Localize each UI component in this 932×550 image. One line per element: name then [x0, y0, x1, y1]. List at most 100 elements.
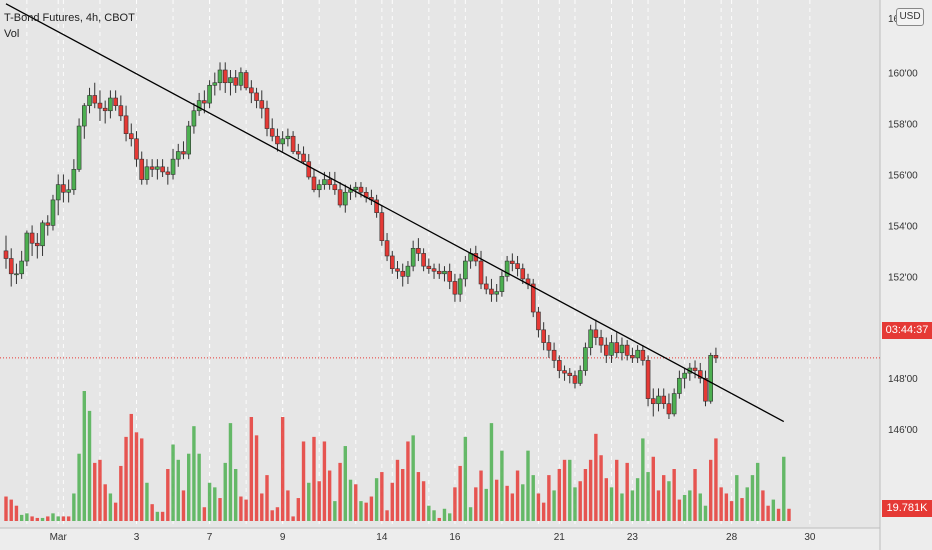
volume-bar	[338, 462, 342, 521]
volume-bar	[265, 475, 269, 521]
candle-body	[3, 250, 9, 259]
time-tick-label: Mar	[50, 532, 68, 543]
candle-body	[483, 283, 489, 290]
candle-body	[572, 375, 578, 384]
candle-body	[630, 355, 635, 359]
volume-bar	[583, 469, 588, 521]
volume-bar	[682, 495, 687, 521]
volume-bar	[312, 436, 316, 521]
volume-bar	[385, 510, 389, 521]
volume-bar	[30, 516, 34, 521]
volume-indicator-label[interactable]: Vol	[4, 28, 20, 40]
candle-body	[666, 403, 672, 415]
candle-body	[170, 158, 176, 175]
candle-body	[379, 212, 385, 241]
candle-body	[463, 260, 468, 280]
candle-body	[541, 329, 546, 343]
volume-bar	[740, 498, 744, 521]
time-tick-label: 28	[726, 532, 738, 543]
candle-body	[66, 189, 71, 193]
volume-bar	[239, 496, 243, 521]
volume-bar	[160, 511, 165, 521]
volume-bar	[714, 438, 718, 521]
time-tick-label: 30	[804, 532, 816, 543]
volume-bar	[745, 487, 749, 521]
candle-body	[416, 248, 421, 254]
volume-bar	[494, 479, 499, 521]
candle-body	[384, 240, 390, 257]
volume-bar	[620, 493, 624, 521]
candle-body	[311, 176, 317, 191]
candle-body	[447, 270, 453, 282]
currency-badge[interactable]: USD	[896, 8, 924, 26]
volume-bar	[474, 487, 478, 521]
candle-body	[160, 166, 165, 173]
candle-body	[389, 255, 395, 270]
candle-body	[520, 268, 526, 280]
volume-badge: 19.781K	[882, 500, 932, 517]
volume-bar	[703, 505, 708, 521]
volume-bar	[286, 490, 290, 521]
volume-bar	[547, 475, 551, 521]
volume-bar	[609, 487, 614, 521]
volume-bar	[615, 459, 619, 521]
volume-bar	[688, 490, 692, 521]
volume-bar	[453, 487, 457, 521]
volume-bar	[82, 391, 86, 521]
candle-body	[8, 258, 14, 275]
candle-body	[165, 171, 171, 175]
candle-body	[118, 105, 124, 117]
volume-bar	[4, 496, 8, 521]
candle-body	[515, 263, 520, 270]
candle-body	[228, 77, 233, 84]
time-tick-label: 7	[207, 532, 213, 543]
volume-bar	[343, 446, 347, 521]
plot-area	[0, 0, 880, 528]
volume-bar	[333, 501, 337, 521]
symbol-title[interactable]: T-Bond Futures, 4h, CBOT	[4, 12, 135, 24]
candle-body	[530, 283, 536, 313]
volume-bar	[218, 498, 222, 521]
candle-body	[457, 278, 463, 295]
volume-bar	[124, 436, 128, 521]
candle-body	[682, 372, 687, 379]
candle-body	[635, 349, 640, 359]
candle-body	[624, 344, 630, 356]
volume-bar	[411, 435, 415, 521]
candle-body	[551, 349, 557, 361]
volume-bar	[568, 459, 572, 521]
candle-body	[181, 151, 186, 155]
volume-bar	[275, 507, 280, 521]
volume-bar	[72, 493, 76, 521]
volume-bar	[395, 459, 400, 521]
candle-body	[217, 69, 223, 84]
volume-bar	[432, 510, 436, 521]
volume-bar	[552, 490, 556, 521]
volume-bar	[197, 453, 201, 521]
volume-bar	[500, 450, 504, 521]
price-tick-label: 160'00	[888, 69, 918, 80]
volume-bar	[291, 516, 295, 521]
candle-body	[588, 329, 593, 348]
candle-body	[280, 138, 285, 145]
candle-body	[113, 97, 118, 106]
volume-bar	[270, 510, 274, 521]
volume-bar	[667, 481, 671, 521]
volume-bar	[484, 488, 488, 521]
volume-bar	[594, 433, 598, 521]
candle-body	[400, 270, 406, 277]
candle-body	[677, 377, 682, 394]
candle-body	[426, 265, 432, 270]
candle-body	[358, 186, 364, 193]
time-tick-label: 3	[134, 532, 140, 543]
volume-bar	[599, 455, 603, 521]
volume-bar	[9, 499, 13, 521]
volume-bar	[776, 508, 781, 521]
time-tick-label: 23	[627, 532, 639, 543]
volume-bar	[656, 490, 661, 521]
volume-bar	[260, 493, 264, 521]
candle-body	[593, 329, 599, 338]
volume-bar	[322, 441, 327, 521]
candle-body	[243, 72, 249, 89]
